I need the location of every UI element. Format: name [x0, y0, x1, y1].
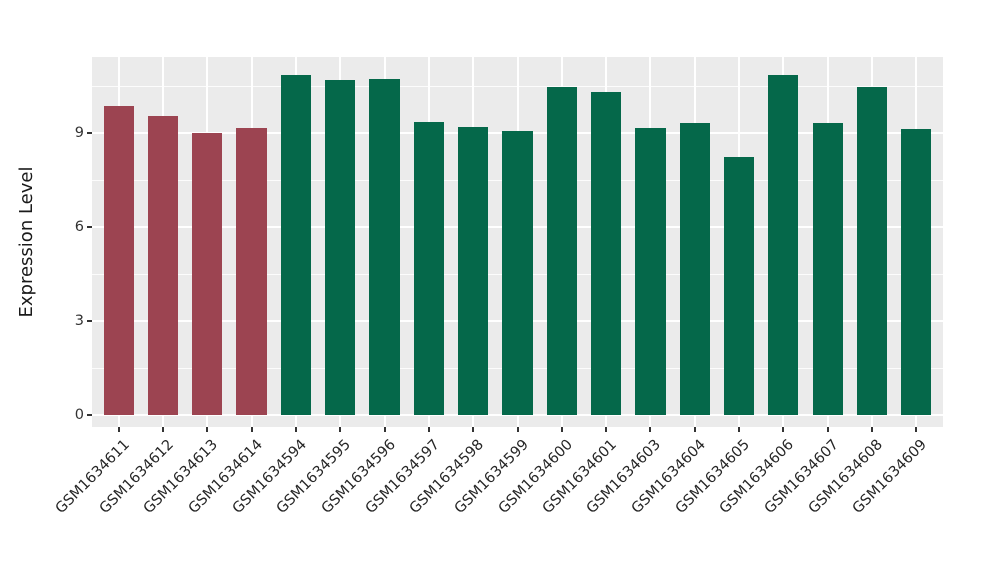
- x-tick-mark: [206, 427, 209, 432]
- y-tick-label: 3: [74, 313, 84, 330]
- x-tick-mark: [161, 427, 164, 432]
- x-tick-mark: [294, 427, 297, 432]
- bar-GSM1634613: [192, 133, 223, 416]
- x-tick-mark: [117, 427, 120, 432]
- bar-GSM1634597: [413, 122, 444, 416]
- bar-GSM1634606: [768, 75, 799, 416]
- bar-GSM1634609: [901, 129, 932, 416]
- x-tick-mark: [693, 427, 696, 432]
- y-tick-mark: [87, 226, 92, 229]
- bar-GSM1634608: [857, 87, 888, 416]
- x-tick-mark: [516, 427, 519, 432]
- x-tick-mark: [560, 427, 563, 432]
- x-tick-mark: [472, 427, 475, 432]
- bar-GSM1634611: [103, 106, 134, 416]
- bar-GSM1634595: [325, 80, 356, 416]
- bar-GSM1634605: [724, 157, 755, 416]
- x-tick-mark: [649, 427, 652, 432]
- bar-GSM1634604: [679, 123, 710, 416]
- bar-GSM1634600: [546, 87, 577, 416]
- x-tick-mark: [915, 427, 918, 432]
- y-axis-title: Expression Level: [16, 166, 37, 318]
- y-tick-label: 0: [74, 407, 84, 424]
- bar-GSM1634614: [236, 127, 267, 416]
- x-tick-mark: [782, 427, 785, 432]
- bar-GSM1634596: [369, 78, 400, 416]
- y-tick-mark: [87, 414, 92, 417]
- y-tick-label: 9: [74, 125, 84, 142]
- y-tick-label: 6: [74, 219, 84, 236]
- bar-GSM1634601: [591, 92, 622, 416]
- bar-GSM1634612: [147, 115, 178, 416]
- y-tick-mark: [87, 132, 92, 135]
- bar-GSM1634599: [502, 130, 533, 416]
- x-tick-mark: [339, 427, 342, 432]
- bar-GSM1634594: [280, 75, 311, 416]
- bar-GSM1634598: [458, 127, 489, 416]
- x-tick-mark: [250, 427, 253, 432]
- x-tick-mark: [826, 427, 829, 432]
- x-tick-mark: [738, 427, 741, 432]
- x-tick-mark: [871, 427, 874, 432]
- plot-panel: [92, 57, 943, 427]
- x-tick-mark: [605, 427, 608, 432]
- bar-GSM1634603: [635, 127, 666, 416]
- x-tick-mark: [427, 427, 430, 432]
- x-tick-mark: [383, 427, 386, 432]
- bar-GSM1634607: [812, 122, 843, 416]
- y-tick-mark: [87, 320, 92, 323]
